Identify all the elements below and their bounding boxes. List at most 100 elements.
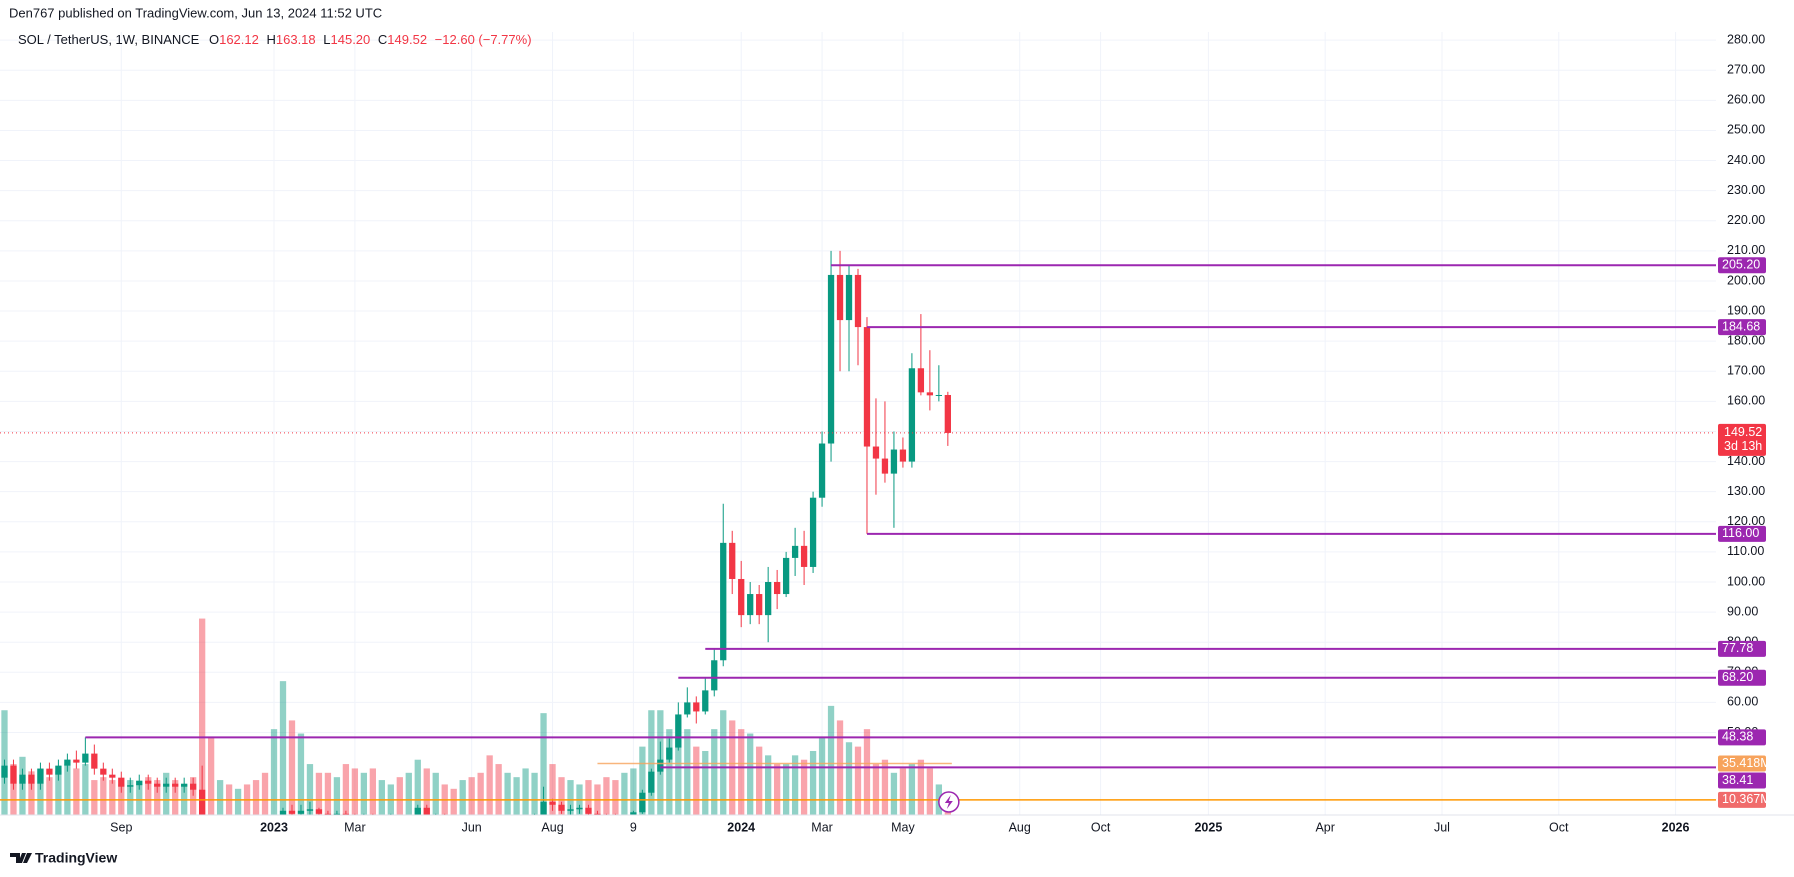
candle-body bbox=[549, 801, 556, 805]
level-label: 38.41 bbox=[1722, 773, 1753, 787]
volume-bar bbox=[172, 780, 179, 815]
candle-body bbox=[711, 660, 718, 691]
candle-body bbox=[899, 449, 907, 462]
candle-body bbox=[37, 768, 44, 784]
candle-body bbox=[324, 813, 332, 815]
volume-bar bbox=[216, 780, 224, 815]
volume-bar bbox=[549, 764, 556, 815]
volume-bar bbox=[306, 764, 314, 815]
y-tick-label: 60.00 bbox=[1727, 695, 1758, 709]
volume-bar bbox=[693, 746, 700, 815]
volume-bar bbox=[585, 780, 592, 815]
candle-body bbox=[863, 327, 871, 447]
volume-bar bbox=[639, 746, 646, 815]
y-tick-label: 270.00 bbox=[1727, 63, 1765, 77]
level-label-box bbox=[1718, 257, 1766, 274]
y-tick-label: 140.00 bbox=[1727, 454, 1765, 468]
legend-value: 149.52 bbox=[387, 32, 427, 47]
y-tick-label: 240.00 bbox=[1727, 153, 1765, 167]
legend-key: C bbox=[378, 32, 387, 47]
candle-body bbox=[306, 809, 314, 811]
candle-body bbox=[342, 813, 350, 815]
candle-body bbox=[145, 780, 152, 784]
volume-bar bbox=[64, 764, 71, 815]
y-tick-label: 190.00 bbox=[1727, 303, 1765, 317]
candle-body bbox=[908, 368, 916, 462]
candle-body bbox=[720, 542, 727, 661]
volume-bar bbox=[477, 772, 484, 815]
candle-body bbox=[765, 581, 772, 616]
candle-body bbox=[872, 446, 880, 459]
volume-bar bbox=[558, 777, 565, 815]
x-tick-label: Mar bbox=[811, 820, 833, 834]
volume-bar bbox=[82, 764, 89, 815]
volume-bar bbox=[414, 759, 421, 815]
volume-bar bbox=[405, 772, 412, 815]
legend-value: 145.20 bbox=[331, 32, 371, 47]
volume-ma-label: 35.418M bbox=[1722, 756, 1771, 770]
candle-body bbox=[19, 774, 26, 784]
y-tick-label: 110.00 bbox=[1727, 544, 1764, 558]
volume-bar bbox=[854, 746, 862, 815]
volume-bar bbox=[342, 764, 350, 815]
candle-body bbox=[172, 783, 179, 787]
volume-bar bbox=[720, 710, 727, 815]
volume-bar bbox=[756, 746, 763, 815]
candle-body bbox=[82, 753, 89, 763]
footer-logo bbox=[10, 853, 32, 863]
volume-bar bbox=[279, 681, 287, 815]
level-label-box bbox=[1718, 772, 1766, 789]
candle-body bbox=[190, 783, 197, 790]
candle-body bbox=[729, 542, 736, 579]
volume-bar bbox=[324, 772, 332, 815]
x-tick-label: 2025 bbox=[1194, 820, 1222, 834]
candle-body bbox=[10, 765, 17, 784]
volume-bar bbox=[199, 618, 206, 815]
volume-bar bbox=[351, 768, 359, 815]
volume-bar bbox=[28, 771, 35, 815]
candle-body bbox=[73, 759, 80, 763]
level-label: 205.20 bbox=[1722, 258, 1760, 272]
candle-body bbox=[558, 804, 565, 811]
x-tick-label: Jun bbox=[462, 820, 482, 834]
y-tick-label: 170.00 bbox=[1727, 364, 1765, 378]
level-label: 77.78 bbox=[1722, 641, 1753, 655]
candle-body bbox=[809, 497, 817, 567]
last-price-label: 149.52 bbox=[1724, 425, 1762, 439]
volume-bar bbox=[899, 768, 907, 815]
candle-body bbox=[154, 783, 161, 787]
volume-bar bbox=[917, 759, 925, 815]
volume-bar bbox=[567, 780, 574, 815]
candle-body bbox=[693, 702, 700, 712]
candle-body bbox=[100, 768, 107, 775]
candle-body bbox=[854, 274, 862, 328]
volume-bar bbox=[252, 780, 260, 815]
legend-value: 163.18 bbox=[276, 32, 316, 47]
volume-bar bbox=[765, 755, 772, 815]
candle-body bbox=[648, 771, 655, 793]
volume-bar bbox=[603, 777, 610, 815]
candle-body bbox=[818, 443, 826, 498]
x-tick-label: Aug bbox=[1009, 820, 1031, 834]
volume-bar bbox=[621, 772, 628, 815]
candle-body bbox=[163, 783, 170, 787]
volume-bar bbox=[845, 742, 853, 815]
volume-bar bbox=[908, 764, 916, 815]
volume-bar bbox=[55, 771, 62, 815]
y-tick-label: 90.00 bbox=[1727, 604, 1758, 618]
volume-bar bbox=[360, 772, 368, 815]
volume-bar bbox=[612, 780, 619, 815]
volume-bar bbox=[800, 759, 808, 815]
published-note: Den767 published on TradingView.com, Jun… bbox=[9, 5, 382, 20]
candle-body bbox=[845, 274, 853, 321]
x-tick-label: May bbox=[891, 820, 915, 834]
volume-bar bbox=[827, 705, 835, 815]
candle-body bbox=[109, 774, 116, 778]
x-tick-label: Mar bbox=[344, 820, 366, 834]
volume-bar bbox=[818, 737, 826, 815]
y-tick-label: 260.00 bbox=[1727, 93, 1765, 107]
y-tick-label: 100.00 bbox=[1727, 574, 1765, 588]
volume-bar bbox=[782, 764, 790, 815]
